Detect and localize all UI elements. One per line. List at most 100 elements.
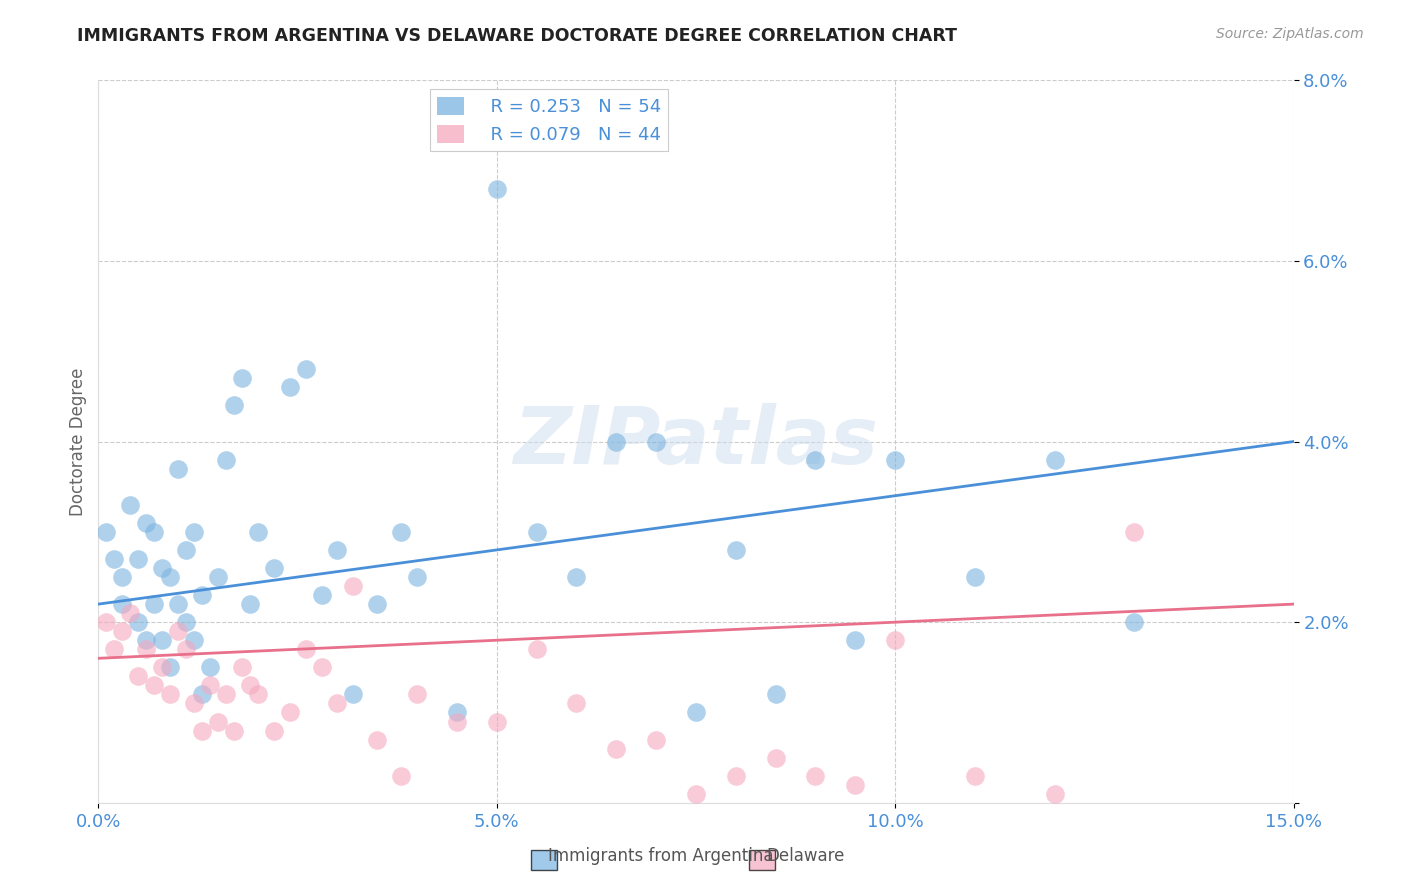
Point xyxy=(326,697,349,711)
Point xyxy=(150,633,173,648)
Point xyxy=(207,570,229,584)
Point xyxy=(246,524,269,539)
Point xyxy=(183,697,205,711)
Point xyxy=(191,687,214,701)
Point xyxy=(645,732,668,747)
Point xyxy=(231,371,253,385)
Point xyxy=(645,434,668,449)
Point xyxy=(884,633,907,648)
Point xyxy=(127,552,149,566)
Point xyxy=(389,769,412,783)
Point xyxy=(605,434,627,449)
Point xyxy=(263,723,285,738)
Point xyxy=(111,570,134,584)
Point xyxy=(120,606,142,620)
Point xyxy=(724,769,747,783)
Point xyxy=(167,597,190,611)
Point xyxy=(685,787,707,801)
Point xyxy=(103,642,125,657)
Point xyxy=(311,588,333,602)
Text: Delaware: Delaware xyxy=(766,847,845,865)
Point xyxy=(239,597,262,611)
Point xyxy=(96,615,118,630)
Point xyxy=(844,778,866,792)
Point xyxy=(685,706,707,720)
Point xyxy=(127,669,149,683)
Point xyxy=(96,524,118,539)
Point xyxy=(174,615,197,630)
Point xyxy=(191,588,214,602)
Point xyxy=(565,570,588,584)
Point xyxy=(294,362,316,376)
Point xyxy=(150,660,173,674)
Point xyxy=(605,741,627,756)
Point xyxy=(246,687,269,701)
Point xyxy=(191,723,214,738)
Point xyxy=(143,524,166,539)
Point xyxy=(222,723,245,738)
Point xyxy=(143,678,166,692)
Point xyxy=(1123,524,1146,539)
Point xyxy=(198,660,221,674)
Point xyxy=(1043,452,1066,467)
Point xyxy=(1123,615,1146,630)
Point xyxy=(342,687,364,701)
Point xyxy=(565,697,588,711)
Point xyxy=(804,452,827,467)
Point xyxy=(884,452,907,467)
Point xyxy=(103,552,125,566)
Text: Source: ZipAtlas.com: Source: ZipAtlas.com xyxy=(1216,27,1364,41)
Point xyxy=(326,542,349,557)
Point xyxy=(389,524,412,539)
Point xyxy=(294,642,316,657)
Point xyxy=(485,714,508,729)
Point xyxy=(485,181,508,195)
Point xyxy=(135,516,157,530)
Legend:   R = 0.253   N = 54,   R = 0.079   N = 44: R = 0.253 N = 54, R = 0.079 N = 44 xyxy=(430,89,668,152)
Point xyxy=(963,570,986,584)
Point xyxy=(159,660,181,674)
Point xyxy=(167,461,190,475)
Point xyxy=(724,542,747,557)
Point xyxy=(135,633,157,648)
Point xyxy=(159,687,181,701)
Point xyxy=(127,615,149,630)
Point xyxy=(159,570,181,584)
Point xyxy=(446,714,468,729)
Point xyxy=(366,732,388,747)
Point xyxy=(183,524,205,539)
Point xyxy=(765,750,787,764)
Point xyxy=(765,687,787,701)
Point xyxy=(239,678,262,692)
Point xyxy=(526,642,548,657)
Point xyxy=(111,624,134,639)
Point xyxy=(143,597,166,611)
Point xyxy=(342,579,364,593)
Point xyxy=(526,524,548,539)
Point xyxy=(167,624,190,639)
Point xyxy=(111,597,134,611)
Point xyxy=(311,660,333,674)
Text: ZIPatlas: ZIPatlas xyxy=(513,402,879,481)
Point xyxy=(207,714,229,729)
Point xyxy=(963,769,986,783)
Point xyxy=(198,678,221,692)
Point xyxy=(215,687,238,701)
Point xyxy=(135,642,157,657)
Point xyxy=(406,687,429,701)
Point xyxy=(183,633,205,648)
Point xyxy=(278,380,301,394)
Point xyxy=(804,769,827,783)
Point xyxy=(174,642,197,657)
Point xyxy=(278,706,301,720)
Point xyxy=(174,542,197,557)
Point xyxy=(366,597,388,611)
Point xyxy=(844,633,866,648)
Point xyxy=(263,561,285,575)
Point xyxy=(222,398,245,412)
Point xyxy=(150,561,173,575)
Point xyxy=(231,660,253,674)
Point xyxy=(120,498,142,512)
Text: Immigrants from Argentina: Immigrants from Argentina xyxy=(548,847,773,865)
Y-axis label: Doctorate Degree: Doctorate Degree xyxy=(69,368,87,516)
